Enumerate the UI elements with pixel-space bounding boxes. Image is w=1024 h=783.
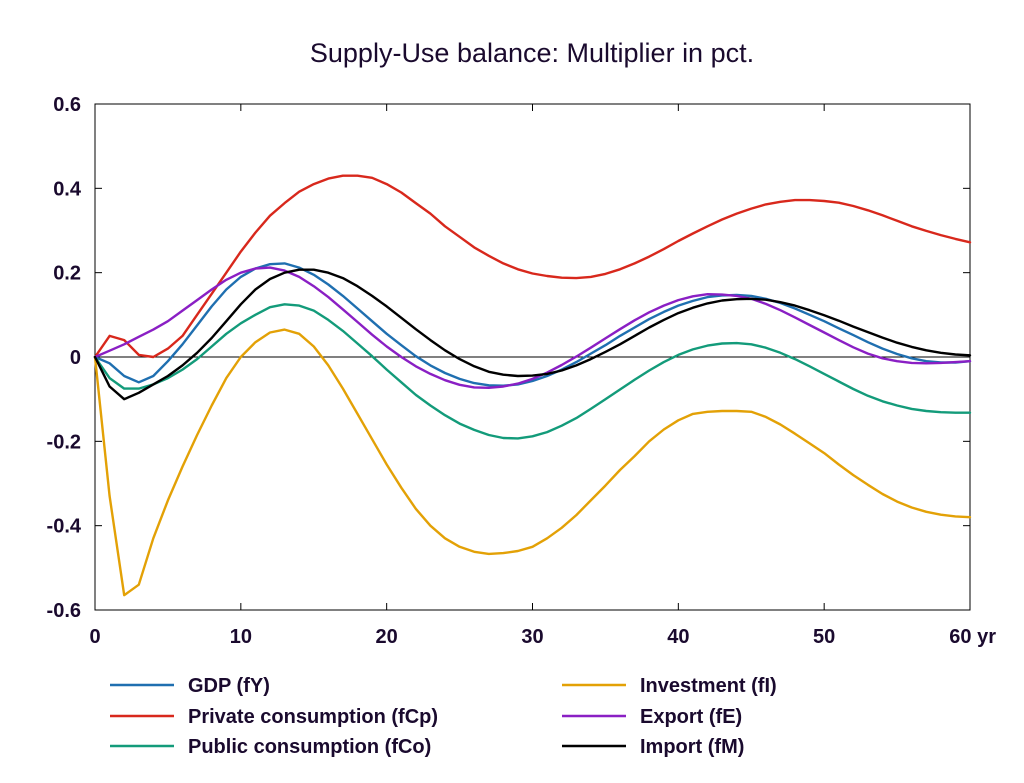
x-tick-label: 0 <box>89 626 100 648</box>
series-line <box>93 328 972 597</box>
y-tick-label: 0.2 <box>53 263 81 285</box>
series-layer <box>93 174 972 597</box>
y-axis: 0.6 0.4 0.2 0 -0.2 -0.4 -0.6 <box>47 94 970 622</box>
legend-label: GDP (fY) <box>188 675 270 697</box>
x-tick-label: 50 <box>813 626 835 648</box>
legend-label: Import (fM) <box>640 736 744 758</box>
series-line <box>93 266 972 389</box>
y-tick-label: -0.2 <box>47 431 81 453</box>
series-line <box>93 268 972 401</box>
legend-label: Private consumption (fCp) <box>188 706 438 728</box>
series-line <box>93 262 972 387</box>
x-tick-label: 20 <box>376 626 398 648</box>
legend: GDP (fY) Private consumption (fCp) Public … <box>110 675 777 758</box>
y-tick-label: 0 <box>70 347 81 369</box>
legend-label: Export (fE) <box>640 706 742 728</box>
x-tick-label: 30 <box>521 626 543 648</box>
x-tick-label: 60 yr <box>949 626 996 648</box>
y-tick-label: -0.4 <box>47 516 82 538</box>
x-axis: 0 10 20 30 40 50 60 yr <box>89 104 996 648</box>
legend-label: Investment (fI) <box>640 675 777 697</box>
x-tick-label: 10 <box>230 626 252 648</box>
y-tick-label: 0.6 <box>53 94 81 116</box>
series-line <box>93 303 972 440</box>
x-tick-label: 40 <box>667 626 689 648</box>
legend-label: Public consumption (fCo) <box>188 736 431 758</box>
series-line <box>93 174 972 359</box>
y-tick-label: -0.6 <box>47 600 81 622</box>
y-tick-label: 0.4 <box>53 178 82 200</box>
chart-title: Supply-Use balance: Multiplier in pct. <box>310 38 754 68</box>
